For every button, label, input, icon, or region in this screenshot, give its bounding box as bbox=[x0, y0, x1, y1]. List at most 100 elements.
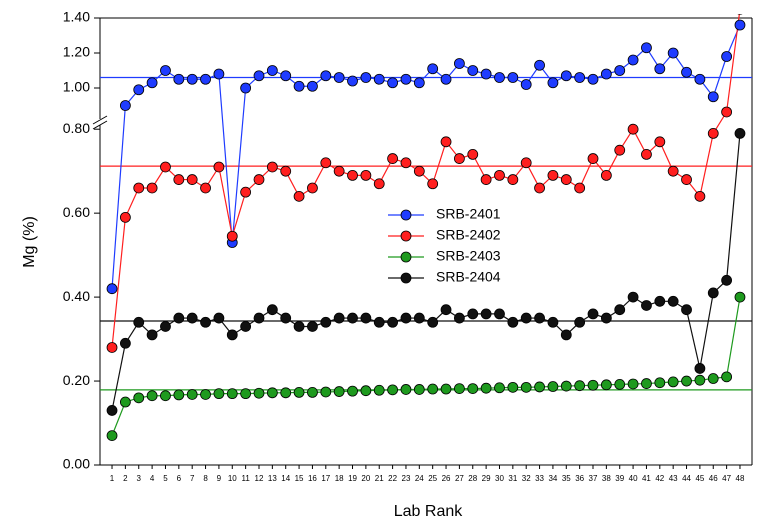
data-point bbox=[547, 77, 559, 89]
data-point bbox=[627, 378, 639, 390]
data-point bbox=[333, 165, 345, 177]
axis-break bbox=[92, 115, 108, 125]
data-point bbox=[119, 337, 131, 349]
x-tick-label: 18 bbox=[335, 474, 344, 483]
data-point bbox=[721, 51, 733, 62]
data-point bbox=[106, 405, 118, 416]
data-point bbox=[494, 382, 505, 394]
data-point bbox=[454, 153, 465, 164]
x-tick-label: 6 bbox=[177, 474, 182, 483]
data-point bbox=[133, 392, 145, 404]
x-tick-label: 41 bbox=[642, 474, 651, 483]
data-point bbox=[119, 100, 131, 111]
data-point bbox=[400, 384, 412, 395]
data-point bbox=[681, 174, 692, 185]
data-point bbox=[454, 383, 465, 395]
data-point bbox=[534, 182, 545, 194]
data-point bbox=[627, 291, 639, 303]
data-point bbox=[146, 77, 158, 89]
data-point bbox=[587, 153, 599, 164]
x-tick-label: 12 bbox=[255, 474, 264, 483]
x-tick-label: 13 bbox=[268, 474, 277, 483]
data-point bbox=[427, 316, 439, 328]
data-point bbox=[186, 389, 198, 400]
data-point bbox=[320, 316, 332, 328]
data-point bbox=[600, 379, 612, 391]
data-point bbox=[707, 373, 719, 384]
data-point bbox=[454, 312, 465, 324]
data-point bbox=[654, 63, 666, 75]
data-point bbox=[654, 377, 666, 389]
data-point bbox=[387, 77, 398, 89]
data-point bbox=[320, 157, 332, 169]
x-tick-label: 31 bbox=[508, 474, 517, 483]
data-point bbox=[360, 312, 372, 324]
data-point bbox=[106, 342, 118, 353]
data-point bbox=[373, 178, 385, 190]
data-point bbox=[173, 174, 185, 185]
data-point bbox=[119, 396, 131, 408]
data-point bbox=[587, 73, 599, 85]
legend-marker bbox=[400, 230, 412, 242]
data-point bbox=[200, 316, 211, 328]
data-point bbox=[734, 19, 746, 31]
data-point bbox=[307, 182, 318, 194]
x-tick-label: 7 bbox=[190, 474, 195, 483]
data-point bbox=[200, 182, 211, 194]
y-tick-label: 0.60 bbox=[63, 204, 90, 220]
data-point bbox=[253, 174, 265, 185]
data-point bbox=[600, 68, 612, 80]
x-tick-label: 27 bbox=[455, 474, 464, 483]
data-point bbox=[440, 304, 452, 316]
data-point bbox=[547, 316, 559, 328]
data-point bbox=[253, 70, 265, 82]
data-point bbox=[480, 382, 492, 394]
data-point bbox=[507, 174, 519, 185]
data-point bbox=[654, 295, 666, 307]
data-point bbox=[721, 106, 733, 118]
data-point bbox=[320, 386, 332, 398]
data-point bbox=[574, 316, 586, 328]
x-tick-label: 2 bbox=[123, 474, 128, 483]
x-tick-label: 20 bbox=[361, 474, 370, 483]
data-point bbox=[427, 178, 439, 190]
x-tick-label: 15 bbox=[295, 474, 304, 483]
data-point bbox=[226, 329, 238, 341]
data-point bbox=[280, 70, 292, 82]
data-point bbox=[387, 384, 398, 396]
data-point bbox=[213, 312, 225, 324]
data-point bbox=[641, 148, 652, 160]
data-point bbox=[467, 383, 479, 395]
data-point bbox=[413, 165, 425, 177]
x-tick-label: 29 bbox=[482, 474, 491, 483]
x-tick-label: 1 bbox=[110, 474, 115, 483]
data-point bbox=[266, 161, 278, 173]
x-tick-label: 10 bbox=[228, 474, 237, 483]
data-point bbox=[440, 383, 452, 395]
y-axis-label: Mg (%) bbox=[21, 216, 38, 268]
data-point bbox=[373, 316, 385, 328]
data-point bbox=[200, 389, 211, 400]
data-point bbox=[614, 144, 626, 156]
x-tick-label: 21 bbox=[375, 474, 384, 483]
data-point bbox=[641, 378, 652, 389]
data-point bbox=[240, 186, 252, 198]
data-point bbox=[454, 58, 465, 69]
x-tick-label: 34 bbox=[548, 474, 557, 483]
axis-break bbox=[92, 120, 108, 130]
x-tick-label: 9 bbox=[217, 474, 222, 483]
data-point bbox=[173, 312, 185, 324]
x-tick-label: 38 bbox=[602, 474, 611, 483]
data-point bbox=[266, 304, 278, 316]
x-axis-label: Lab Rank bbox=[394, 503, 463, 520]
data-point bbox=[520, 157, 532, 169]
data-point bbox=[160, 321, 171, 332]
data-point bbox=[494, 308, 505, 320]
data-point bbox=[146, 329, 158, 341]
data-point bbox=[320, 70, 332, 82]
data-point bbox=[694, 190, 706, 202]
data-point bbox=[494, 72, 505, 83]
data-point bbox=[467, 308, 479, 320]
data-point bbox=[360, 72, 372, 83]
plot-area bbox=[100, 14, 752, 442]
